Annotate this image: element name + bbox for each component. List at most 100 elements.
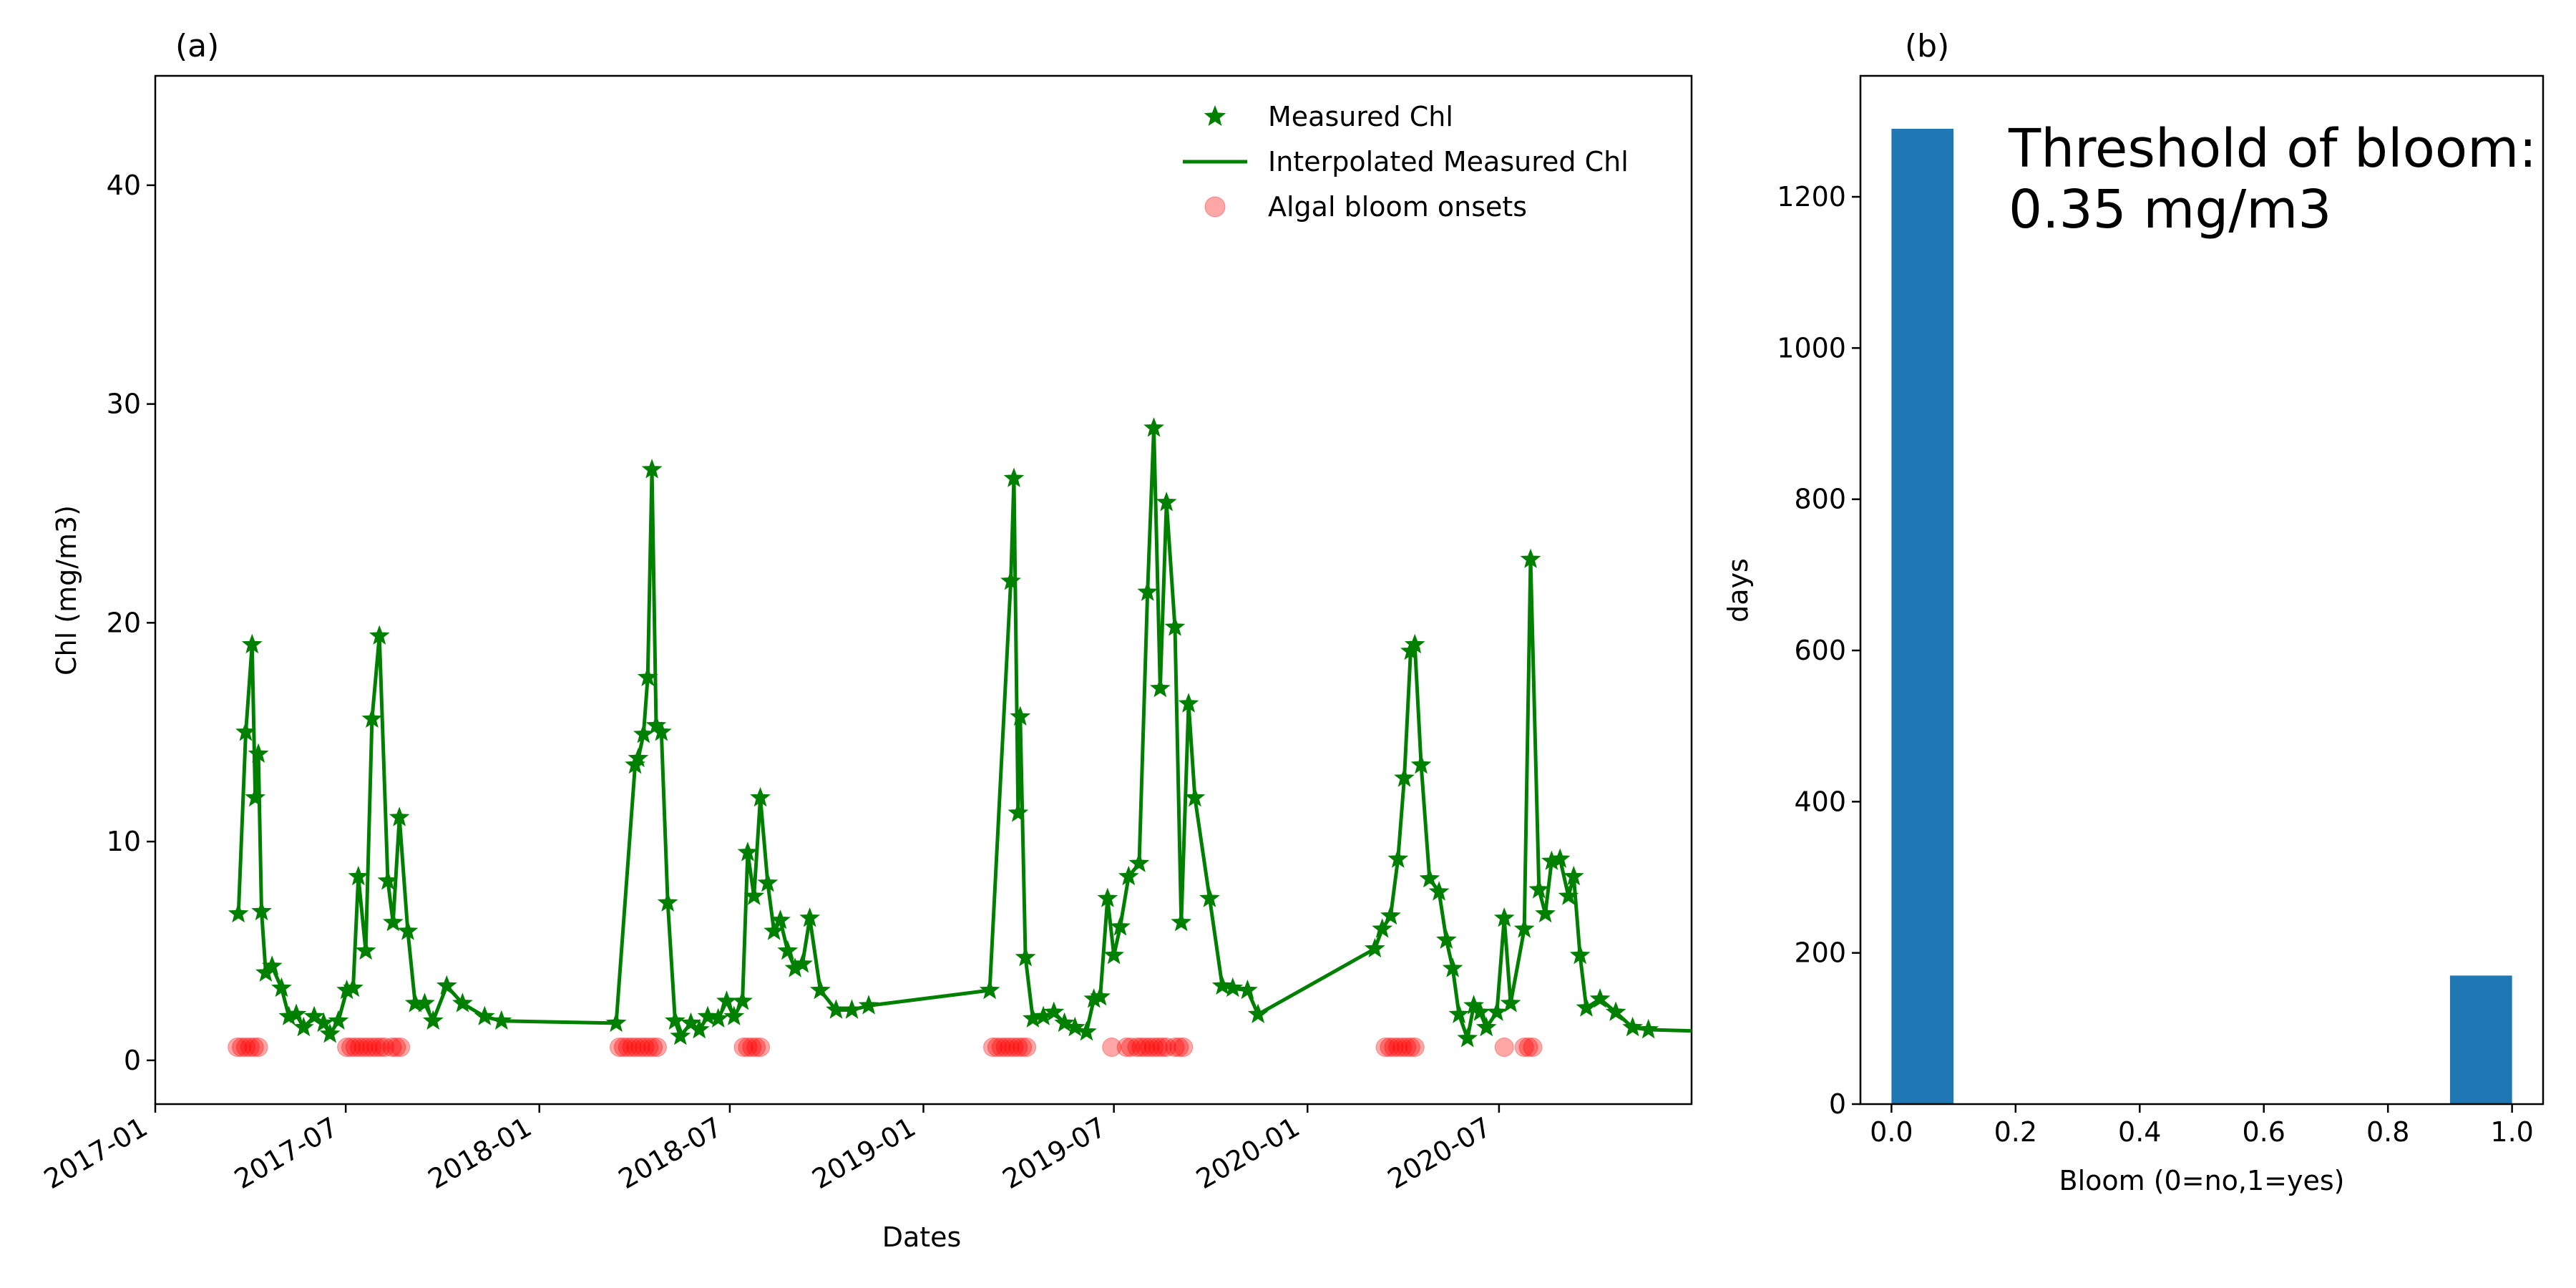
measured-chl-point [1419,867,1440,888]
measured-chl-point [1638,1018,1659,1039]
bloom-onset-point [235,1038,255,1058]
y-tick-label: 600 [1794,635,1846,666]
measured-chl-point [665,1010,686,1030]
measured-chl-point [286,1003,307,1023]
legend-measured-label: Measured Chl [1268,101,1453,132]
threshold-annotation-line1: Threshold of bloom: [2008,118,2537,180]
measured-chl-point [1589,988,1611,1008]
bloom-onset-point [1148,1038,1168,1058]
interpolated-chl-line [236,426,1692,1040]
measured-chl-point [328,1010,349,1030]
bloom-onset-point [1136,1038,1156,1058]
measured-chl-point [1448,1003,1470,1023]
measured-chl-point [1475,1016,1497,1037]
measured-chl-point [436,975,457,995]
measured-chl-point [1178,693,1199,713]
bloom-onset-point [386,1038,406,1058]
measured-chl-point [1128,852,1150,872]
bloom-onset-point [240,1038,260,1058]
measured-chl-point [1076,1020,1097,1041]
bloom-onset-point [1174,1038,1194,1058]
bloom-onset-point [746,1038,766,1058]
measured-chl-point [1211,975,1233,995]
panel-a-plot-area [228,417,1692,1058]
bloom-onset-point [1380,1038,1400,1058]
measured-chl-point [422,1010,444,1030]
measured-chl-point [1513,918,1535,938]
bloom-onset-point [1121,1038,1141,1058]
x-tick-label: 2017-01 [39,1111,153,1195]
measured-chl-point [770,909,791,930]
bloom-onset-point [1127,1038,1147,1058]
measured-chl-point [657,892,678,912]
panel-a-x-ticks: 2017-01 2017-07 2018-01 2018-07 2019-01 2019-… [39,1104,1501,1195]
measured-chl-point [1549,848,1571,868]
panel-a: (a) 0 10 20 30 40 2017-01 2017-07 2018-01 2018-… [39,28,1693,1253]
y-tick-label: 0 [124,1045,141,1076]
bloom-onset-point [248,1038,268,1058]
bloom-onset-point [349,1038,369,1058]
bloom-onset-point [622,1038,642,1058]
measured-chl-point [1576,997,1597,1017]
measured-chl-point [1387,848,1409,868]
histogram-bar [1891,128,1954,1104]
bloom-onset-point [1169,1038,1189,1058]
bloom-onset-point [366,1038,386,1058]
bloom-onset-point [353,1038,374,1058]
measured-chl-point [251,900,272,921]
bloom-onset-point [1156,1038,1176,1058]
measured-chl-point [605,1012,627,1033]
threshold-annotation-line2: 0.35 mg/m3 [2009,179,2331,240]
measured-chl-point [452,992,473,1013]
bloom-onset-point [742,1038,762,1058]
measured-chl-point [743,885,765,905]
bloom-onset-point [643,1038,663,1058]
x-tick-label: 2017-07 [229,1111,343,1195]
bloom-onset-point [228,1038,248,1058]
measured-chl-point [389,806,410,826]
bloom-onset-point [618,1038,638,1058]
bloom-onset-point [244,1038,264,1058]
bloom-onset-point [1514,1038,1534,1058]
measured-chl-point [235,721,256,741]
measured-chl-point [1247,1003,1269,1023]
measured-chl-point [1493,907,1515,927]
x-tick-label: 2020-01 [1191,1111,1305,1195]
panel-b-x-axis-label: Bloom (0=no,1=yes) [2059,1165,2345,1196]
bloom-onset-point [733,1038,753,1058]
measured-chl-point [763,920,784,940]
bloom-onset-point [1152,1038,1172,1058]
measured-chl-point [737,841,758,862]
measured-chl-point [361,708,383,728]
bloom-onset-point [337,1038,357,1058]
bloom-onset-point [639,1038,659,1058]
histogram-bar [2449,975,2512,1104]
panel-a-y-ticks: 0 10 20 30 40 [107,170,155,1076]
measured-chl-point [397,920,419,940]
measured-chl-point [688,1018,710,1039]
measured-chl-point [1500,992,1521,1013]
measured-chl-point [414,992,435,1013]
measured-chl-point [343,977,364,997]
bloom-onset-point [995,1038,1015,1058]
measured-chl-point [1457,1028,1478,1048]
measured-chl-point [1528,879,1550,899]
measured-chl-point [245,786,266,807]
measured-chl-point [1470,1001,1491,1021]
measured-chl-point [1372,918,1393,938]
x-tick-label: 0.8 [2366,1116,2409,1148]
bloom-onset-point [1165,1038,1185,1058]
measured-chl-point [757,872,779,892]
bloom-onset-point [1144,1038,1164,1058]
measured-chl-point [1015,947,1036,967]
y-tick-label: 40 [107,170,141,201]
legend-bloom-marker [1204,196,1226,218]
measured-chl-point [1090,986,1111,1006]
panel-b-frame [1859,74,2545,1106]
measured-chl-point [628,747,649,768]
panel-b-label: (b) [1905,28,1949,64]
panel-a-y-axis-label: Chl (mg/m3) [51,505,82,675]
bloom-onset-point [1004,1038,1024,1058]
bloom-onset-point [987,1038,1007,1058]
bloom-onset-point [738,1038,758,1058]
